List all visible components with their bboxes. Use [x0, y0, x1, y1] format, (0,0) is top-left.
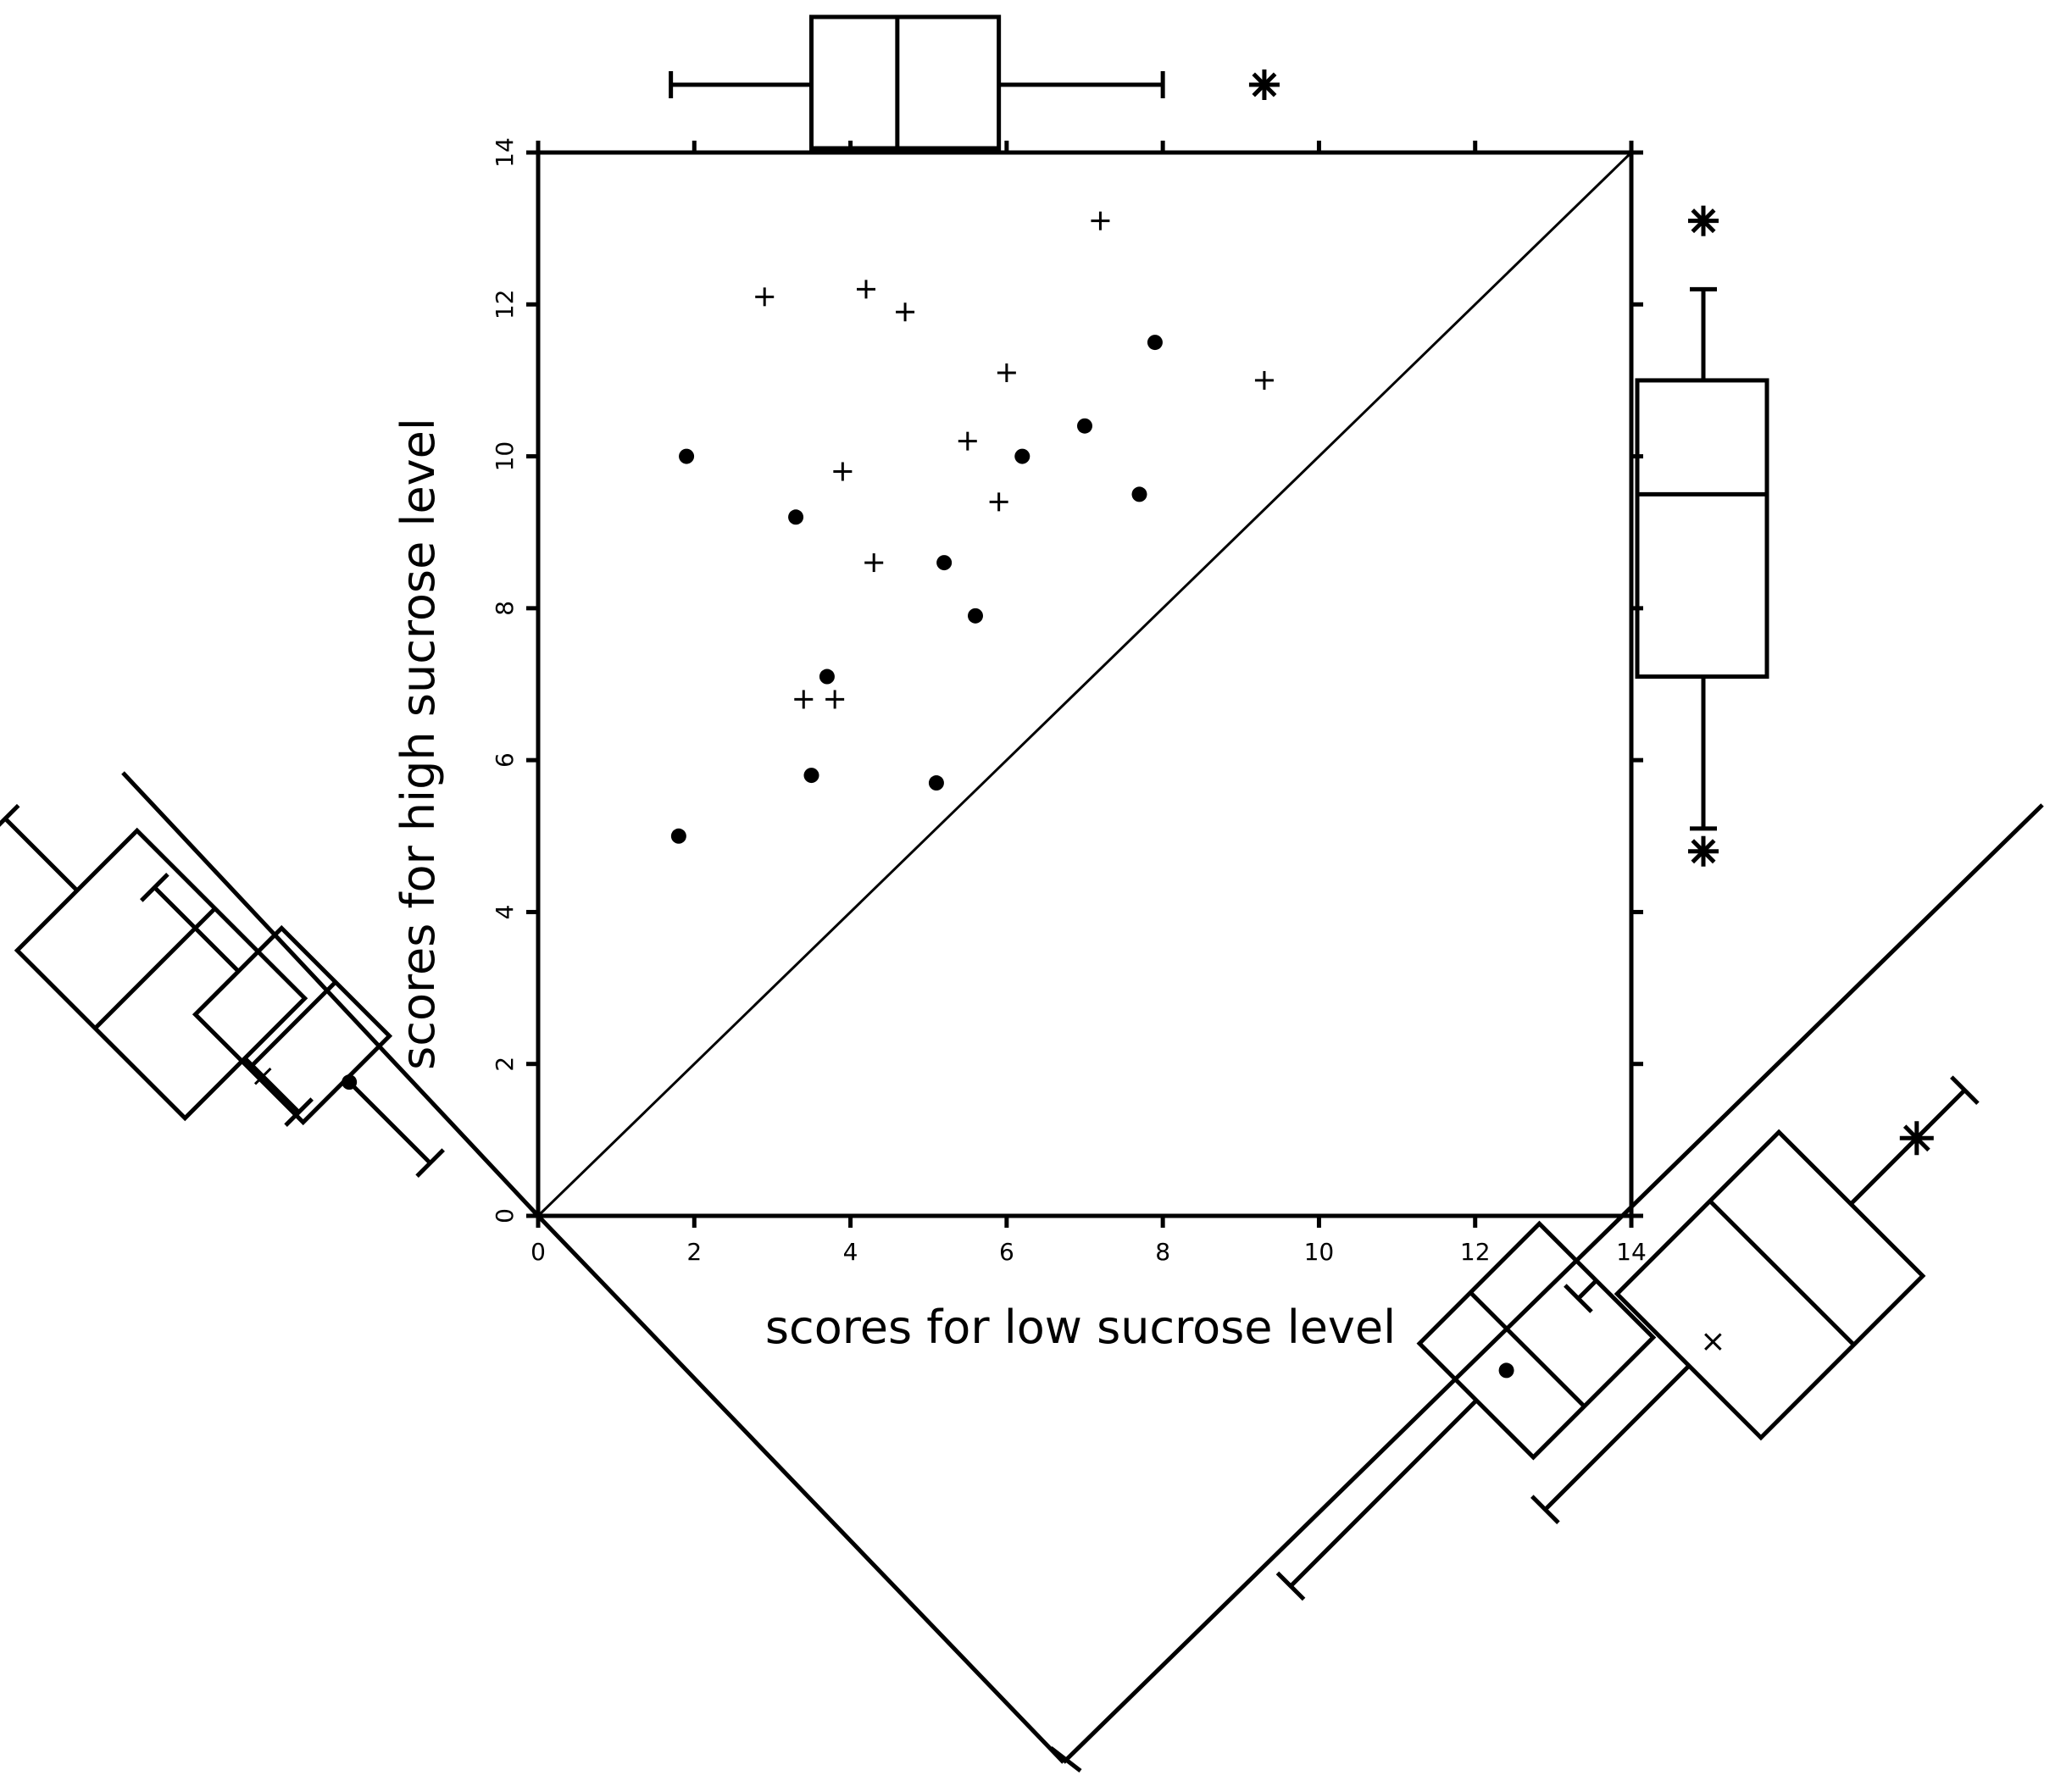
x-tick-label: 14 [1616, 1238, 1647, 1266]
top-outlier-asterisk [1248, 69, 1280, 100]
identity-line [536, 151, 1633, 1218]
top-box [809, 14, 1002, 151]
data-point-plus [1091, 211, 1110, 230]
plot-frame [536, 150, 1634, 1218]
y-tick-label: 4 [491, 905, 519, 920]
data-point-dot [1014, 448, 1030, 464]
data-point-plus [833, 462, 853, 481]
y-tick-label: 12 [491, 289, 519, 319]
data-point-plus [825, 690, 845, 709]
right-diag-outer-box [1530, 1075, 1980, 1524]
right-box [1635, 378, 1769, 680]
data-point-plus [864, 553, 884, 573]
data-point-dot [928, 775, 944, 791]
top-boxplot [669, 14, 1280, 151]
data-point-dot [788, 509, 804, 525]
y-tick-label: 10 [491, 441, 519, 472]
left-diag-outer-box-median [93, 907, 217, 1030]
left-diag-outer-box-cap-high [284, 1097, 314, 1127]
y-tick-label: 0 [491, 1208, 519, 1223]
right-diag-inner-box-whisker-high [1576, 1279, 1598, 1301]
data-point-dot [670, 828, 686, 844]
x-tick-label: 0 [530, 1238, 546, 1266]
data-point-plus [958, 431, 977, 451]
data-point-dot [679, 448, 695, 464]
x-tick-label: 2 [686, 1238, 702, 1266]
right-diag-inner-box-whisker-low [1289, 1399, 1478, 1588]
x-axis-title: scores for low sucrose level [765, 1301, 1396, 1354]
right-outlier-asterisk [1688, 205, 1719, 236]
right-diag-inner-box [1275, 1220, 1657, 1601]
data-point-plus [896, 302, 915, 322]
right-diag-outer-box-mean-plus [1704, 1333, 1722, 1351]
y-axis-title: scores for high sucrose level [392, 418, 445, 1070]
plot-area-border [536, 150, 1634, 1218]
diagonal-axis-end-tick [1049, 1746, 1082, 1773]
x-tick-label: 10 [1304, 1238, 1335, 1266]
data-points [670, 211, 1274, 844]
left-diag-outer-box-whisker-low [3, 817, 79, 892]
data-point-dot [819, 669, 835, 685]
data-point-plus [1254, 370, 1274, 390]
y-tick-label: 2 [491, 1057, 519, 1072]
data-point-plus [989, 492, 1008, 512]
left-diag-inner-box [140, 873, 445, 1178]
data-point-plus [997, 363, 1016, 382]
right-diag-inner-box-median [1469, 1290, 1586, 1408]
right-diag-inner-box-mean-dot [1498, 1362, 1514, 1379]
right-outlier-asterisk [1688, 835, 1719, 867]
y-tick-label: 8 [491, 601, 519, 616]
left-diag-inner-box-mean-dot [342, 1074, 358, 1090]
axis-ticks: 0 2 4 6 8 10 12 14 0 2 4 6 8 10 12 14 [491, 137, 1647, 1266]
data-point-dot [936, 555, 953, 571]
x-tick-label: 4 [843, 1238, 858, 1266]
right-diag-outer-box-cap-low [1530, 1495, 1560, 1524]
left-diag-inner-box-cap-high [415, 1148, 445, 1178]
right-boxplot [1635, 205, 1769, 867]
right-diag-outer-box-median [1708, 1199, 1856, 1346]
right-diag-outer-box-box [1614, 1129, 1926, 1441]
right-diag-outer-box-outlier [1899, 1121, 1934, 1156]
left-diag-inner-box-cap-low [140, 873, 169, 902]
y-tick-label: 6 [491, 752, 519, 768]
x-tick-label: 12 [1460, 1238, 1491, 1266]
lower-left-diagonal-axis [536, 1214, 1065, 1764]
y-tick-label: 14 [491, 137, 519, 168]
right-diag-inner-box-box [1416, 1220, 1657, 1461]
data-point-dot [968, 608, 983, 624]
right-diag-inner-box-cap-high [1564, 1284, 1593, 1313]
data-point-plus [794, 690, 814, 709]
data-point-dot [1131, 486, 1147, 502]
marginal-boxplots [669, 14, 1769, 867]
reference-line [536, 151, 1633, 1218]
left-diagonal-axis [121, 771, 540, 1218]
data-point-plus [857, 280, 875, 299]
data-point-dot [1147, 335, 1163, 351]
x-tick-label: 6 [999, 1238, 1014, 1266]
right-diag-inner-box-cap-low [1275, 1571, 1306, 1601]
data-point-dot [803, 768, 819, 784]
left-diag-outer-box-mean-plus [253, 1067, 272, 1085]
left-diag-outer-box-cap-low [0, 803, 20, 834]
left-diag-inner-box-whisker-high [344, 1077, 432, 1165]
x-tick-label: 8 [1155, 1238, 1170, 1266]
right-diag-outer-box-whisker-low [1543, 1364, 1691, 1512]
left-diag-inner-box-median [247, 980, 337, 1070]
data-point-plus [755, 287, 775, 307]
left-diag-outer-box [0, 771, 314, 1127]
left-diag-outer-box-whisker-high [243, 1057, 301, 1114]
right-diag-outer-box-cap-high [1950, 1075, 1980, 1105]
data-point-dot [1077, 418, 1092, 434]
diagonal-boxplots [0, 771, 2044, 1773]
lower-right-diagonal-axis [1062, 803, 2044, 1764]
left-diag-outer-box-outlier [0, 771, 5, 819]
